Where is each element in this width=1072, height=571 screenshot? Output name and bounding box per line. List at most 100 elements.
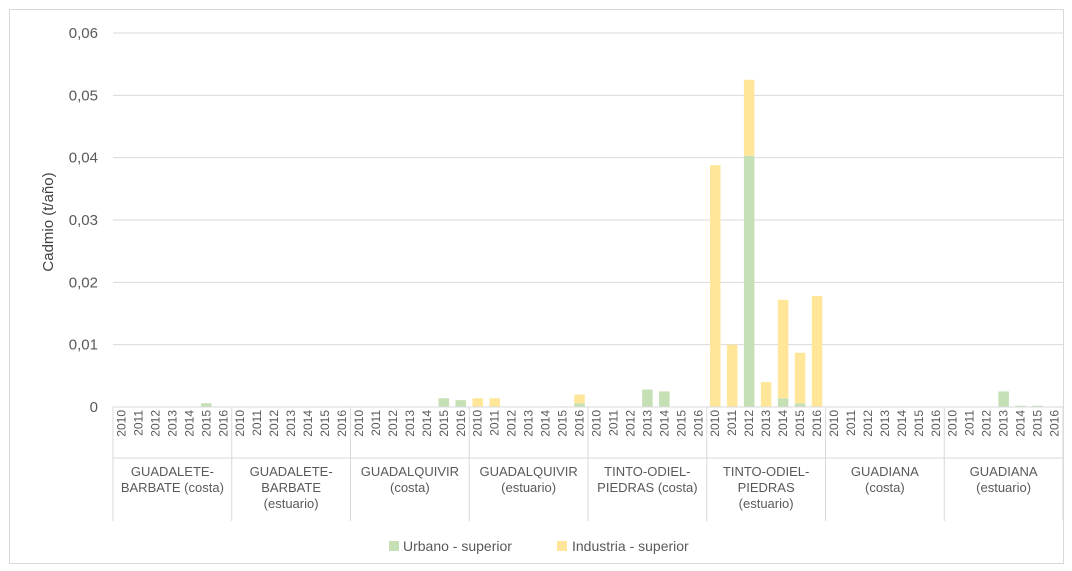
year-tick-label: 2012	[386, 410, 400, 437]
year-tick-label: 2012	[148, 410, 162, 437]
year-tick-label: 2014	[657, 410, 671, 437]
bar-urbano	[455, 400, 467, 407]
year-tick-label: 2010	[233, 410, 247, 437]
bar-industria	[760, 382, 772, 407]
year-tick-label: 2016	[216, 410, 230, 437]
y-tick-label: 0,01	[69, 337, 98, 354]
year-tick-label: 2013	[997, 410, 1011, 437]
year-tick-label: 2016	[335, 410, 349, 437]
year-tick-label: 2011	[131, 410, 145, 436]
chart-frame	[9, 9, 1064, 564]
year-tick-label: 2015	[793, 410, 807, 437]
year-tick-label: 2013	[759, 410, 773, 437]
y-tick-label: 0,06	[69, 25, 98, 42]
year-tick-label: 2014	[539, 410, 553, 437]
year-tick-label: 2016	[929, 410, 943, 437]
year-tick-label: 2015	[912, 410, 926, 437]
group-label: TINTO-ODIEL-	[604, 464, 690, 479]
year-tick-label: 2011	[725, 410, 739, 436]
group-label: BARBATE (costa)	[121, 480, 224, 495]
bar-urbano	[777, 398, 789, 407]
group-label: GUADIANA	[851, 464, 919, 479]
y-axis-ticks: 0 0,01 0,02 0,03 0,04 0,05 0,06	[69, 25, 98, 416]
bar-urbano	[794, 403, 806, 407]
year-tick-label: 2013	[165, 410, 179, 437]
legend-label: Industria - superior	[572, 538, 689, 554]
year-tick-label: 2010	[114, 410, 128, 437]
year-tick-label: 2013	[640, 410, 654, 437]
bar-urbano	[659, 391, 670, 407]
year-tick-label: 2011	[606, 410, 620, 436]
group-label: (estuario)	[739, 496, 794, 511]
group-label: GUADALETE-	[131, 464, 214, 479]
year-tick-label: 2013	[403, 410, 417, 437]
group-label: (estuario)	[976, 480, 1031, 495]
year-tick-label: 2016	[454, 410, 468, 437]
group-label: (estuario)	[501, 480, 556, 495]
year-tick-label: 2010	[352, 410, 366, 437]
bar-urbano	[574, 403, 585, 407]
bar-urbano	[743, 155, 755, 407]
legend-swatch	[389, 541, 399, 551]
y-tick-label: 0,03	[69, 212, 98, 229]
bars	[201, 79, 1043, 408]
bar-industria	[743, 79, 755, 156]
bar-industria	[709, 165, 721, 407]
bar-industria	[811, 296, 823, 407]
year-tick-label: 2016	[691, 410, 705, 437]
year-tick-label: 2015	[556, 410, 570, 437]
y-tick-label: 0,02	[69, 274, 98, 291]
bar-industria	[794, 352, 806, 404]
group-label: BARBATE	[261, 480, 321, 495]
year-tick-label: 2011	[963, 410, 977, 436]
bar-industria	[777, 299, 789, 399]
group-label: TINTO-ODIEL-	[723, 464, 809, 479]
bar-industria	[472, 398, 483, 407]
year-tick-label: 2013	[522, 410, 536, 437]
bar-urbano	[642, 389, 653, 407]
year-tick-label: 2011	[369, 410, 383, 436]
group-label: (costa)	[390, 480, 430, 495]
bar-urbano	[438, 398, 450, 407]
bar-urbano	[998, 391, 1009, 407]
year-tick-label: 2016	[1048, 410, 1062, 437]
group-label: PIEDRAS (costa)	[597, 480, 697, 495]
year-tick-label: 2011	[844, 410, 858, 436]
year-tick-label: 2014	[301, 410, 315, 437]
bar-industria	[574, 394, 585, 404]
group-label: GUADALETE-	[250, 464, 333, 479]
year-tick-label: 2012	[742, 410, 756, 437]
group-label: PIEDRAS	[738, 480, 795, 495]
year-tick-label: 2016	[573, 410, 587, 437]
group-label: GUADALQUIVIR	[480, 464, 578, 479]
y-axis-title: Cadmio (t/año)	[40, 172, 57, 271]
gridlines	[113, 32, 1063, 346]
legend: Urbano - superior Industria - superior	[389, 538, 689, 554]
year-tick-label: 2012	[267, 410, 281, 437]
group-label: (estuario)	[264, 496, 319, 511]
year-tick-label: 2010	[589, 410, 603, 437]
year-tick-label: 2014	[895, 410, 909, 437]
year-tick-label: 2015	[1031, 410, 1045, 437]
year-tick-label: 2010	[471, 410, 485, 437]
year-tick-label: 2014	[776, 410, 790, 437]
bar-industria	[726, 344, 738, 407]
year-tick-label: 2015	[318, 410, 332, 437]
year-tick-label: 2012	[505, 410, 519, 437]
group-label: GUADALQUIVIR	[361, 464, 459, 479]
year-tick-label: 2016	[810, 410, 824, 437]
year-tick-label: 2014	[1014, 410, 1028, 437]
legend-swatch	[557, 541, 567, 551]
bar-urbano	[1032, 405, 1043, 407]
group-label: GUADIANA	[970, 464, 1038, 479]
year-tick-label: 2011	[250, 410, 264, 436]
year-tick-label: 2011	[488, 410, 502, 436]
year-tick-label: 2014	[420, 410, 434, 437]
year-tick-label: 2012	[623, 410, 637, 437]
year-tick-label: 2015	[199, 410, 213, 437]
year-tick-label: 2010	[708, 410, 722, 437]
x-axis: 2010 2011 2012 2013 2014 2015 2016GUADALETE-BA…	[112, 406, 1064, 521]
year-tick-label: 2015	[674, 410, 688, 437]
bar-industria	[489, 398, 500, 407]
